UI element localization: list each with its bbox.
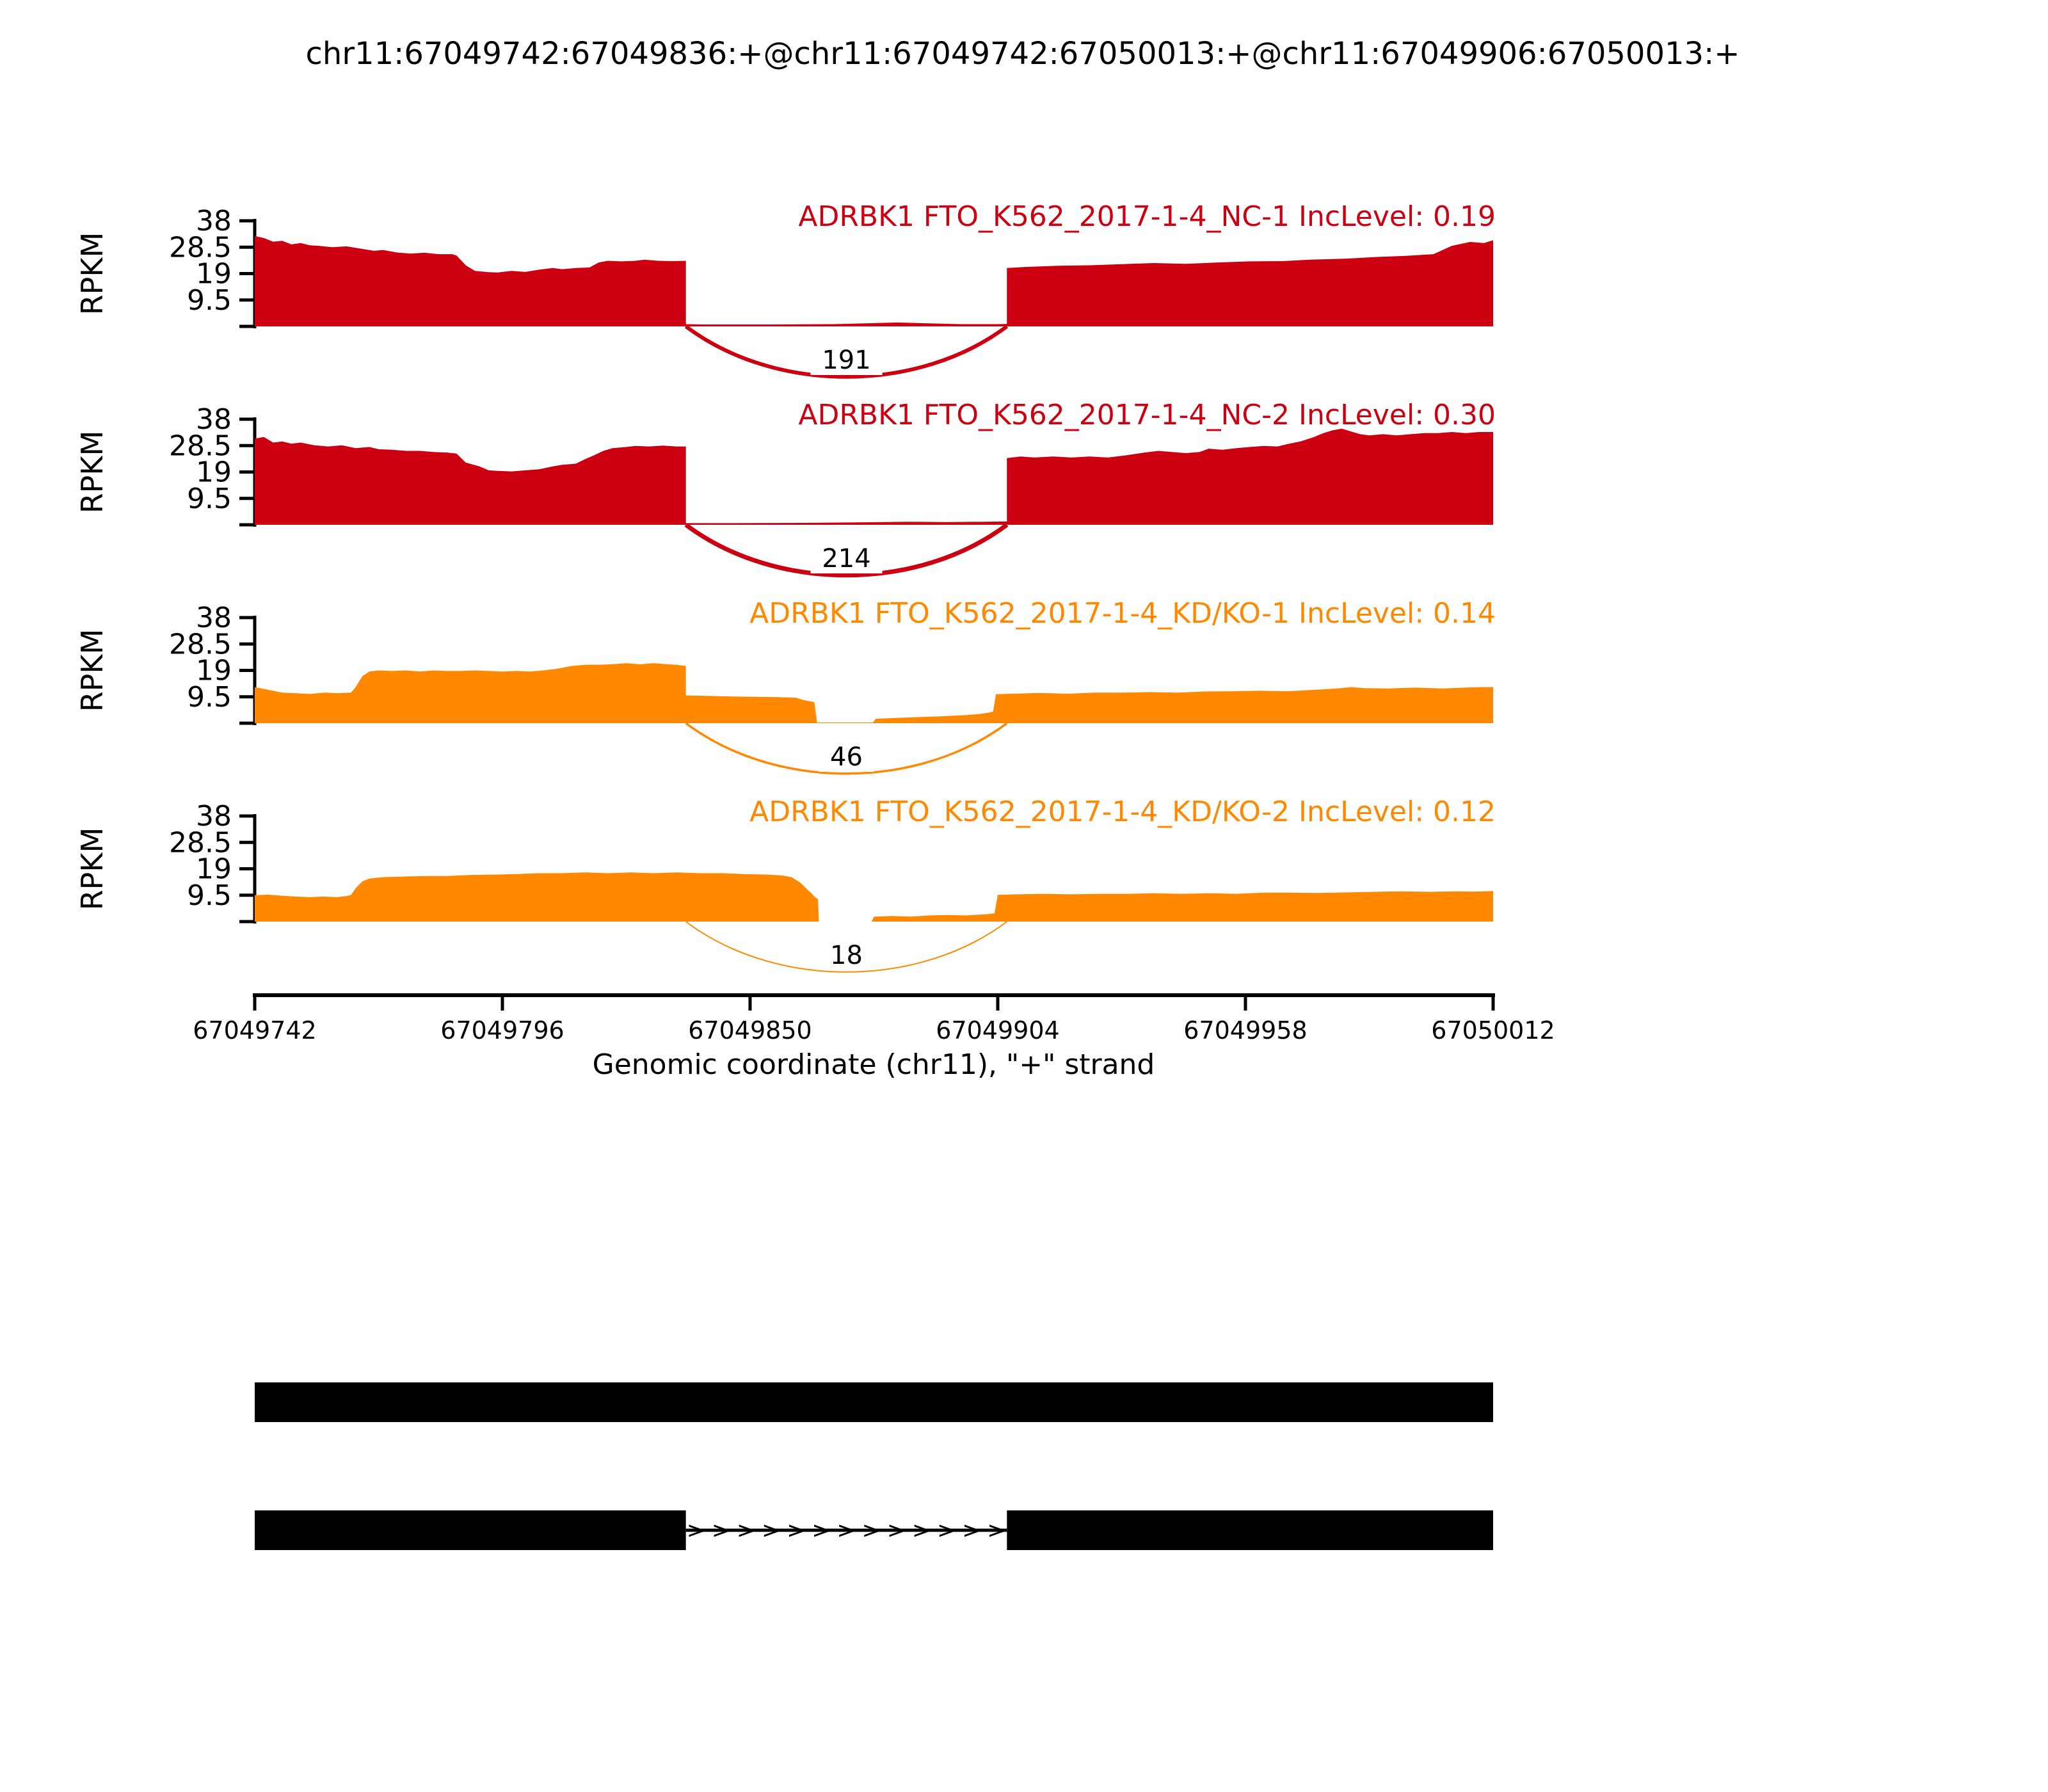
strand-arrow-icon: > bbox=[962, 1517, 981, 1544]
strand-arrow-icon: > bbox=[836, 1517, 856, 1544]
junction-arc bbox=[685, 921, 1007, 973]
y-tick-label: 38 bbox=[196, 205, 232, 237]
y-tick-label: 19 bbox=[196, 853, 232, 886]
y-tick-label: 28.5 bbox=[169, 826, 232, 859]
coverage-area bbox=[255, 428, 1493, 525]
junction-arc bbox=[685, 722, 1008, 775]
strand-arrow-icon: > bbox=[812, 1517, 831, 1544]
strand-arrow-icon: > bbox=[912, 1517, 931, 1544]
junction-count: 18 bbox=[830, 941, 863, 970]
strand-arrow-icon: > bbox=[787, 1517, 806, 1544]
gene-model-isoform-2: > > > > > > > > > > > > > bbox=[255, 1510, 1493, 1550]
y-tick-label: 38 bbox=[196, 403, 232, 436]
y-tick-label: 19 bbox=[196, 258, 232, 291]
coverage-area bbox=[255, 236, 1493, 326]
y-tick-label: 38 bbox=[196, 800, 232, 833]
figure-title: chr11:67049742:67049836:+@chr11:67049742… bbox=[306, 36, 1740, 72]
gene-model: > > > > > > > > > > > > > bbox=[255, 1382, 1493, 1550]
strand-arrow-icon: > bbox=[737, 1517, 756, 1544]
track-label: ADRBK1 FTO_K562_2017-1-4_KD/KO-2 IncLeve… bbox=[749, 796, 1496, 828]
exon-box bbox=[255, 1382, 1493, 1422]
y-tick-label: 19 bbox=[196, 655, 232, 687]
x-axis-label: Genomic coordinate (chr11), "+" strand bbox=[593, 1048, 1155, 1081]
strand-arrow-icon: > bbox=[687, 1517, 706, 1544]
strand-arrow-icon: > bbox=[862, 1517, 881, 1544]
strand-arrow-icon: > bbox=[937, 1517, 956, 1544]
y-tick-label: 28.5 bbox=[169, 628, 232, 660]
y-tick-label: 38 bbox=[196, 602, 232, 634]
y-tick-label: 9.5 bbox=[187, 483, 232, 515]
strand-arrow-icon: > bbox=[987, 1517, 1006, 1544]
x-tick-label: 67049958 bbox=[1183, 1016, 1307, 1044]
x-tick-label: 67050012 bbox=[1431, 1016, 1555, 1044]
junction-count-box bbox=[819, 940, 874, 970]
junction-count-box bbox=[819, 741, 874, 772]
y-tick-label: 9.5 bbox=[187, 681, 232, 714]
rpkm-axis-label: RPKM bbox=[75, 232, 109, 316]
rpkm-axis-label: RPKM bbox=[75, 431, 109, 514]
junction-count: 214 bbox=[822, 544, 870, 573]
track-label: ADRBK1 FTO_K562_2017-1-4_NC-2 IncLevel: … bbox=[798, 399, 1496, 431]
y-tick-label: 28.5 bbox=[169, 231, 232, 264]
strand-arrow-icon: > bbox=[762, 1517, 781, 1544]
rpkm-axis-label: RPKM bbox=[75, 828, 109, 911]
track-label: ADRBK1 FTO_K562_2017-1-4_KD/KO-1 IncLeve… bbox=[749, 597, 1496, 630]
exon-box bbox=[1007, 1510, 1493, 1550]
y-tick-label: 9.5 bbox=[187, 879, 232, 912]
junction-count-box bbox=[810, 344, 883, 375]
x-tick-label: 67049904 bbox=[936, 1016, 1059, 1044]
strand-arrow-icon: > bbox=[712, 1517, 731, 1544]
x-tick-label: 67049796 bbox=[440, 1016, 564, 1044]
junction-count: 46 bbox=[830, 742, 863, 772]
junction-arc bbox=[684, 324, 1009, 379]
x-axis: 67049742 67049796 67049850 67049904 67049958… bbox=[193, 993, 1555, 1044]
strand-arrow-icon: > bbox=[887, 1517, 906, 1544]
track-label: ADRBK1 FTO_K562_2017-1-4_NC-1 IncLevel: … bbox=[798, 200, 1496, 233]
junction-arc bbox=[684, 523, 1009, 578]
x-tick-label: 67049742 bbox=[193, 1016, 316, 1044]
gene-model-isoform-1 bbox=[255, 1382, 1493, 1422]
x-tick-label: 67049850 bbox=[688, 1016, 812, 1044]
exon-box bbox=[255, 1510, 686, 1550]
junction-count-box bbox=[810, 543, 883, 573]
y-tick-label: 28.5 bbox=[169, 429, 232, 462]
y-tick-label: 19 bbox=[196, 456, 232, 489]
rpkm-axis-label: RPKM bbox=[75, 629, 109, 712]
junction-count: 191 bbox=[822, 346, 870, 375]
coverage-area bbox=[255, 663, 1493, 723]
y-tick-label: 9.5 bbox=[187, 284, 232, 317]
coverage-area bbox=[255, 872, 1493, 922]
